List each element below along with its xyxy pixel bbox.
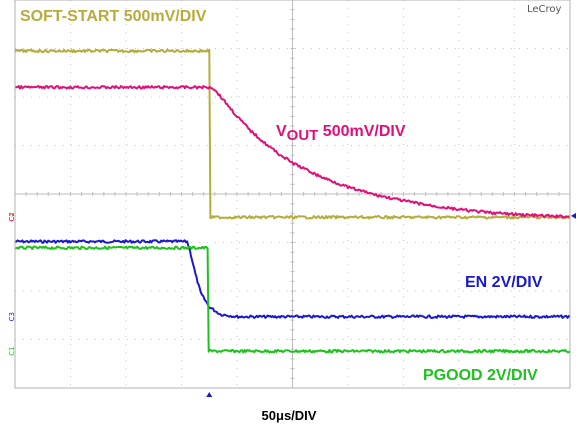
- vout-label-sub: OUT: [286, 127, 319, 144]
- trace-c2: [14, 85, 571, 219]
- trigger-level-marker: [571, 212, 576, 219]
- en-label: EN 2V/DIV: [465, 274, 543, 291]
- soft-start-label: SOFT-START 500mV/DIV: [20, 8, 207, 25]
- channel-tag: C1: [8, 346, 16, 355]
- channel-tag: C4: [8, 212, 16, 222]
- markers: [206, 212, 576, 397]
- plot-frame: [14, 0, 571, 389]
- vout-label-rest: 500mV/DIV: [318, 123, 406, 140]
- trace-c1: [14, 245, 571, 354]
- trigger-position-marker: [206, 392, 213, 397]
- trace-c4: [14, 48, 571, 220]
- channel-tag: C2: [8, 212, 16, 221]
- brand-logo: LeCroy: [527, 4, 562, 15]
- vout-label-main: V: [276, 123, 287, 140]
- graticule: [15, 0, 570, 388]
- trace-c3: [14, 239, 571, 319]
- pgood-label: PGOOD 2V/DIV: [423, 367, 538, 384]
- channel-tag: C3: [8, 312, 16, 321]
- timebase-label: 50μs/DIV: [261, 408, 317, 423]
- vout-label: VOUT 500mV/DIV: [276, 123, 406, 144]
